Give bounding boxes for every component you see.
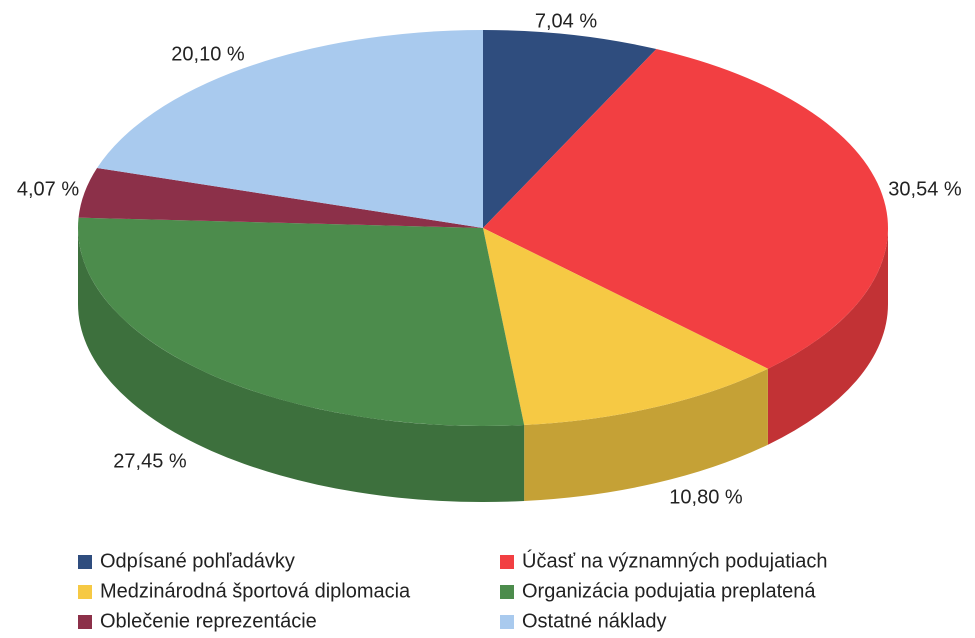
legend-swatch	[78, 585, 92, 599]
slice	[483, 30, 657, 228]
slice	[97, 30, 483, 228]
legend-label: Oblečenie reprezentácie	[100, 610, 317, 632]
legend-label: Účasť na významných podujatiach	[522, 549, 827, 572]
legend-label: Ostatné náklady	[522, 610, 667, 632]
legend-swatch	[78, 555, 92, 569]
legend-swatch	[78, 615, 92, 629]
legend-label: Medzinárodná športová diplomacia	[100, 580, 411, 602]
legend-label: Odpísané pohľadávky	[100, 550, 295, 572]
data-label: 10,80 %	[669, 486, 743, 508]
slice-side	[524, 368, 768, 501]
slice	[77, 217, 525, 426]
data-label: 20,10 %	[171, 43, 245, 65]
legend-swatch	[500, 555, 514, 569]
legend-swatch	[500, 585, 514, 599]
slice-side	[78, 228, 525, 502]
data-label: 7,04 %	[535, 10, 597, 32]
legend-label: Organizácia podujatia preplatená	[522, 580, 816, 602]
slice	[483, 49, 888, 369]
data-label: 4,07 %	[17, 178, 79, 200]
slice	[483, 228, 768, 425]
legend-swatch	[500, 615, 514, 629]
slice-side	[767, 228, 888, 445]
slice	[78, 167, 484, 228]
data-label: 30,54 %	[888, 178, 962, 200]
data-label: 27,45 %	[113, 450, 187, 472]
